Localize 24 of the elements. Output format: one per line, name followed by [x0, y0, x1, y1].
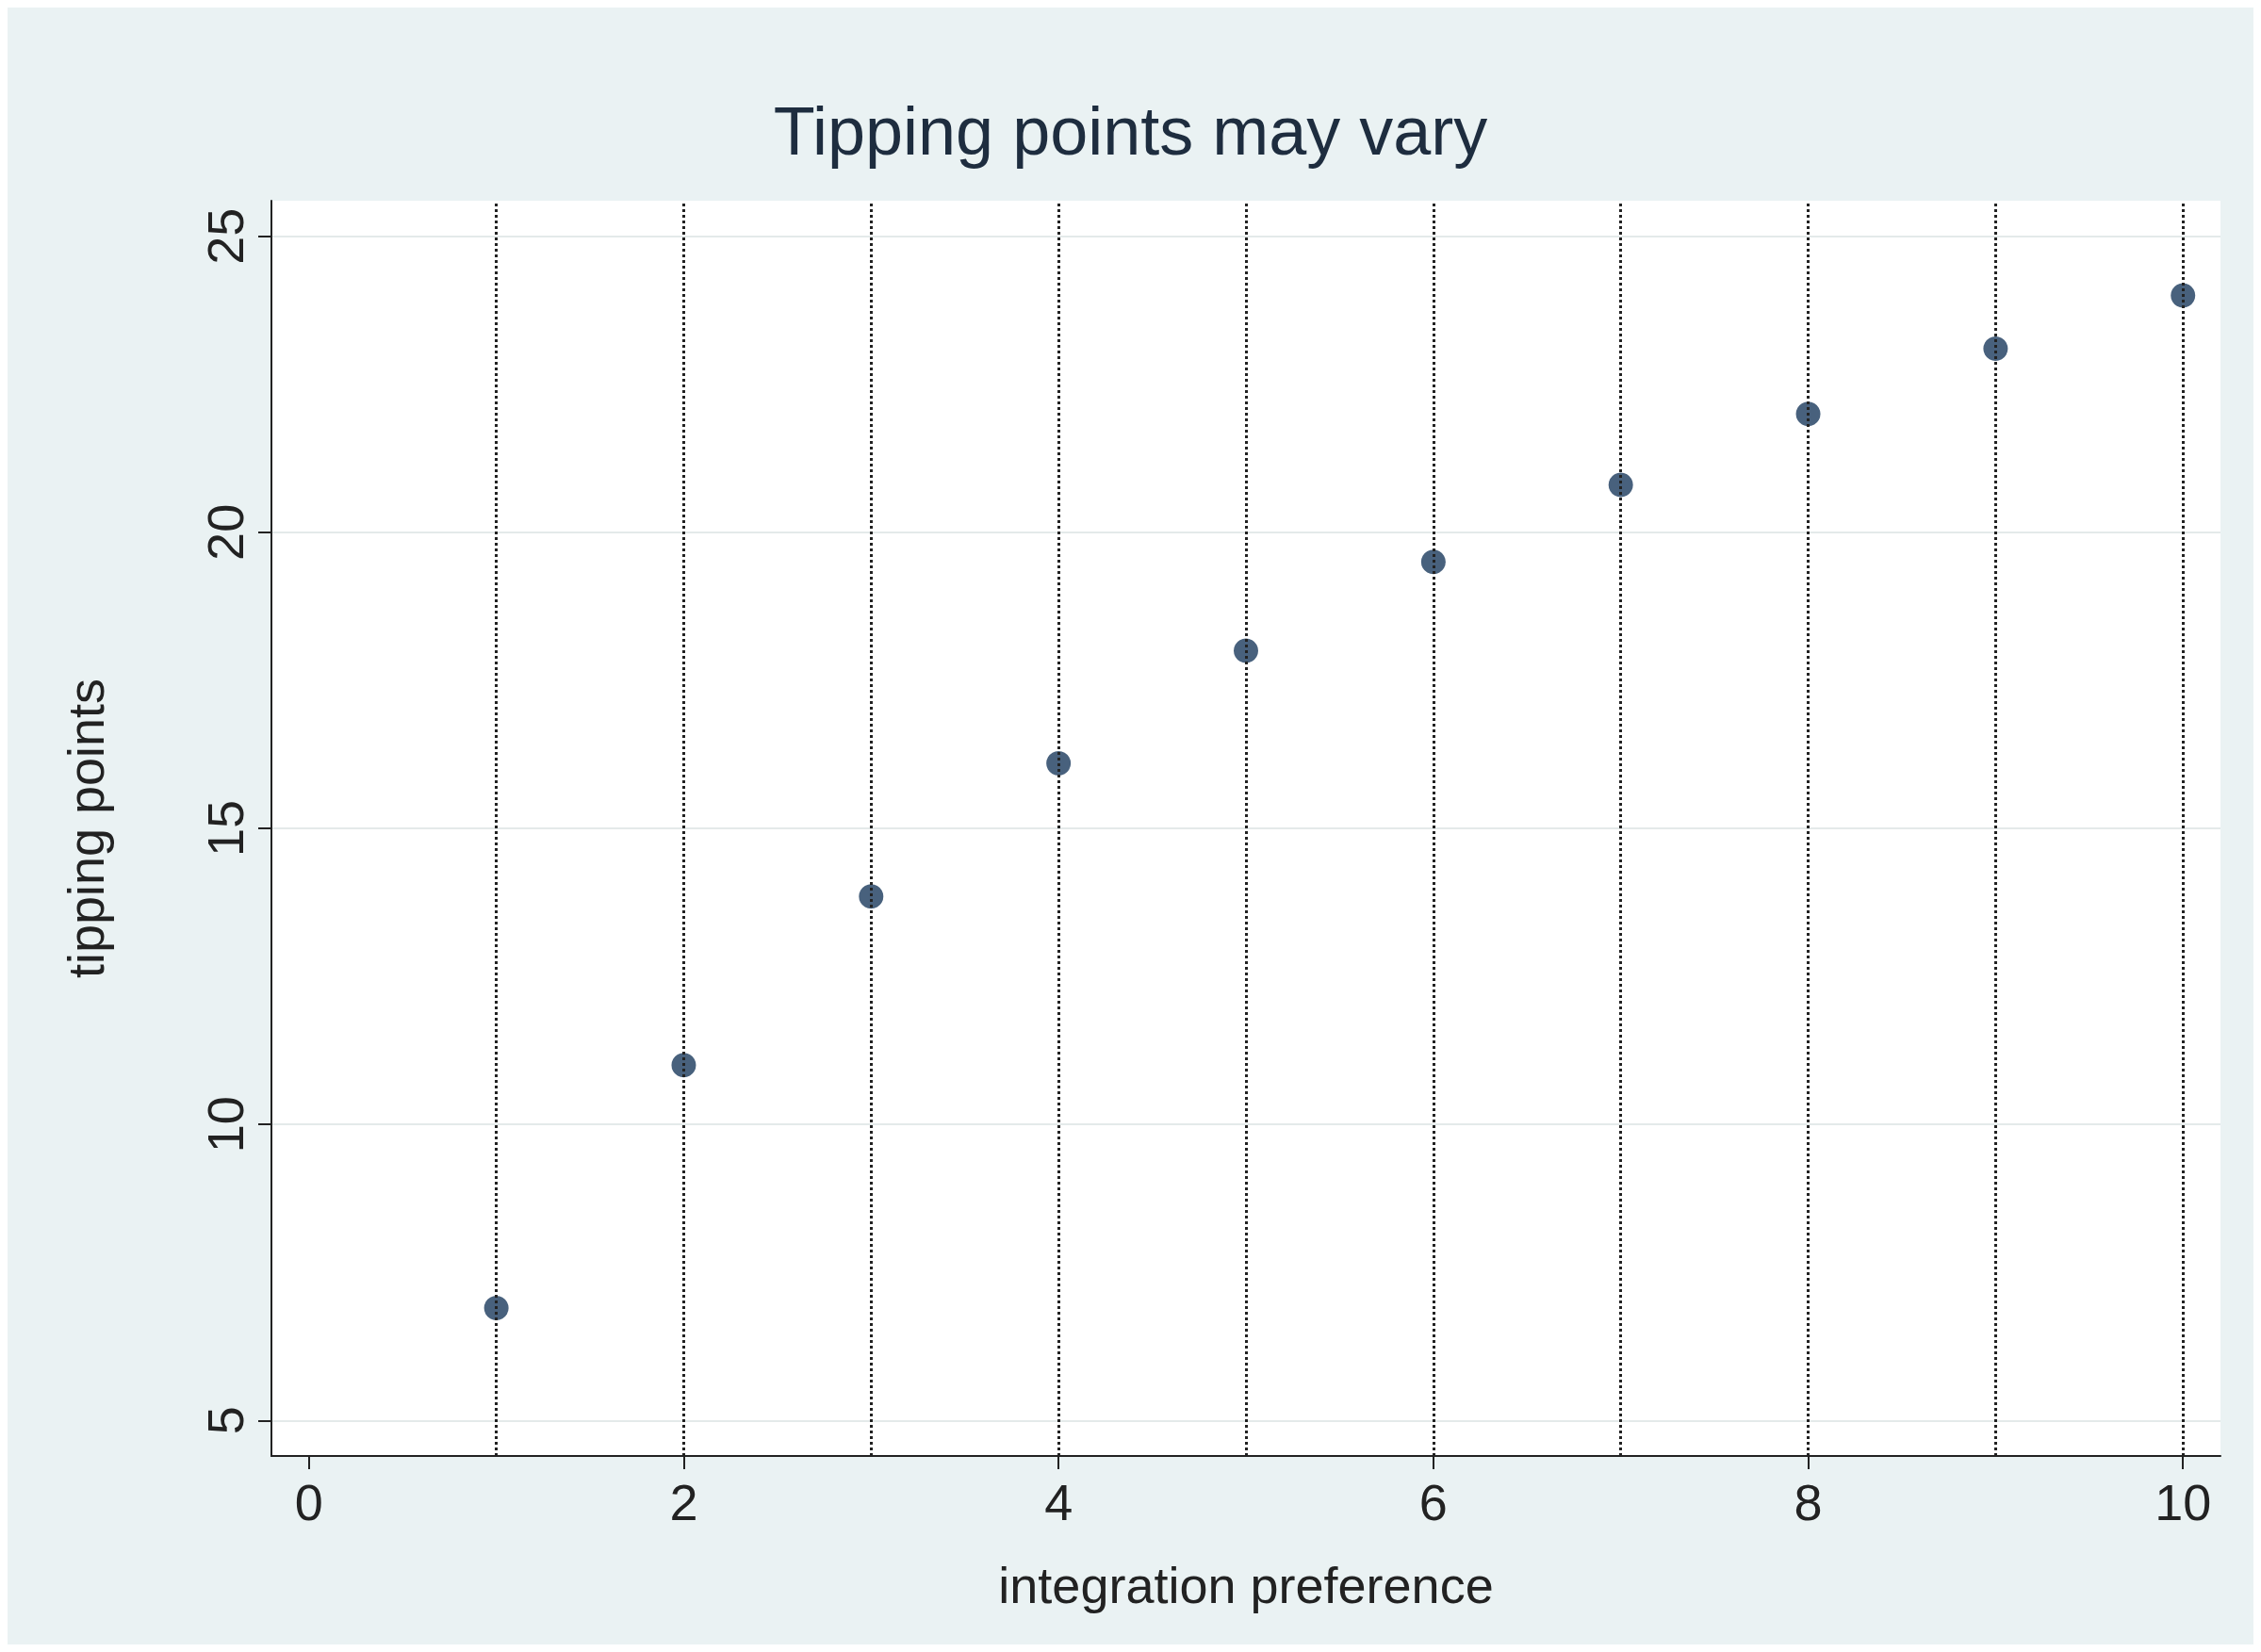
point	[671, 1053, 696, 1078]
y-tick-label: 15	[197, 799, 254, 858]
point	[859, 884, 884, 909]
x-axis-title: integration preference	[998, 1557, 1494, 1613]
point	[2171, 283, 2196, 308]
point	[1608, 472, 1633, 498]
x-tick-label: 6	[1418, 1474, 1448, 1530]
chart-title: Tipping points may vary	[773, 93, 1488, 169]
point	[1046, 750, 1072, 776]
x-tick-label: 0	[294, 1474, 323, 1530]
y-tick-label: 25	[197, 207, 254, 265]
x-tick-label: 8	[1794, 1474, 1823, 1530]
x-tick-label: 4	[1044, 1474, 1073, 1530]
y-axis-title: tipping points	[57, 678, 114, 979]
y-tick-label: 10	[197, 1096, 254, 1153]
point	[1795, 401, 1821, 427]
point	[1420, 549, 1446, 575]
point	[1983, 336, 2008, 362]
x-tick-label: 10	[2155, 1474, 2212, 1530]
y-tick-label: 20	[197, 503, 254, 561]
x-tick-label: 2	[669, 1474, 698, 1530]
point	[483, 1295, 509, 1320]
y-tick-label: 5	[197, 1406, 254, 1435]
point	[1234, 638, 1258, 663]
